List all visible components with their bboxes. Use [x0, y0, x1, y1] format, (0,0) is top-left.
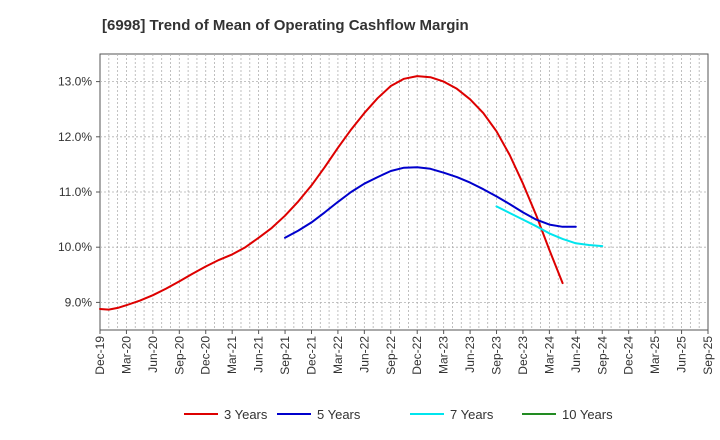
x-tick-label: Jun-21	[252, 336, 266, 373]
x-tick-label: Mar-24	[542, 336, 556, 374]
x-tick-label: Dec-21	[304, 336, 318, 375]
x-tick-label: Dec-20	[199, 336, 213, 375]
x-tick-label: Dec-19	[93, 336, 107, 375]
x-tick-label: Jun-20	[146, 336, 160, 373]
x-tick-label: Jun-22	[357, 336, 371, 373]
legend: 3 Years 5 Years 7 Years 10 Years	[184, 407, 613, 422]
series-line-7-years	[495, 205, 604, 248]
x-tick-label: Sep-25	[701, 336, 715, 375]
x-tick-label: Sep-23	[490, 336, 504, 375]
y-tick-label: 12.0%	[58, 130, 92, 144]
x-tick-label: Sep-24	[595, 336, 609, 375]
legend-item: 5 Years	[277, 407, 361, 422]
x-tick-label: Dec-22	[410, 336, 424, 375]
y-tick-label: 9.0%	[65, 295, 93, 309]
series-line-3-years	[99, 75, 564, 311]
gridlines	[100, 54, 708, 330]
x-tick-label: Mar-21	[225, 336, 239, 374]
x-tick-label: Sep-21	[278, 336, 292, 375]
series-lines	[99, 75, 604, 311]
legend-item: 7 Years	[410, 407, 494, 422]
legend-label: 10 Years	[562, 407, 613, 422]
chart-title: [6998] Trend of Mean of Operating Cashfl…	[102, 17, 469, 34]
x-tick-label: Jun-23	[463, 336, 477, 373]
x-tick-label: Sep-22	[384, 336, 398, 375]
x-tick-label: Dec-23	[516, 336, 530, 375]
x-tick-label: Mar-23	[437, 336, 451, 374]
series-line-5-years	[284, 166, 577, 239]
x-tick-label: Mar-20	[119, 336, 133, 374]
x-tick-label: Mar-22	[331, 336, 345, 374]
x-tick-label: Mar-25	[648, 336, 662, 374]
legend-label: 7 Years	[450, 407, 494, 422]
y-tick-label: 13.0%	[58, 75, 92, 89]
y-tick-label: 10.0%	[58, 240, 92, 254]
legend-label: 5 Years	[317, 407, 361, 422]
legend-item: 10 Years	[522, 407, 613, 422]
legend-item: 3 Years	[184, 407, 268, 422]
x-tick-label: Dec-24	[622, 336, 636, 375]
legend-label: 3 Years	[224, 407, 268, 422]
x-axis-ticks: Dec-19 Mar-20 Jun-20 Sep-20 Dec-20 Mar-21 Jun-…	[93, 330, 715, 375]
x-tick-label: Jun-24	[569, 336, 583, 373]
x-tick-label: Jun-25	[675, 336, 689, 373]
x-tick-label: Sep-20	[172, 336, 186, 375]
y-tick-label: 11.0%	[59, 185, 92, 199]
y-axis-ticks: 9.0% 10.0% 11.0% 12.0% 13.0%	[58, 75, 100, 309]
